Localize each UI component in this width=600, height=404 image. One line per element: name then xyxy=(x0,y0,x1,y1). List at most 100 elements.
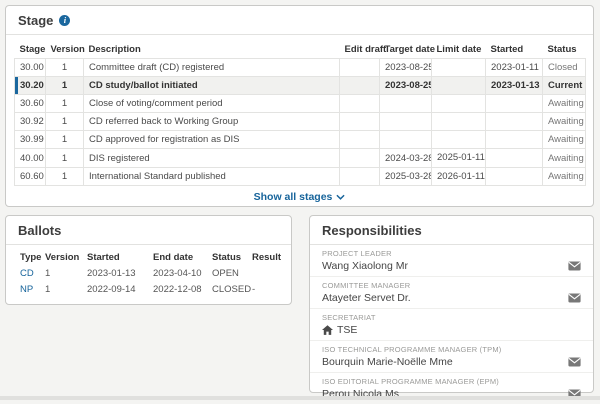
ballot-status-cell: CLOSED xyxy=(212,284,252,295)
target-date-cell: 2025-03-28 xyxy=(379,167,432,186)
responsibility-entry: SECRETARIAT TSE xyxy=(310,308,593,340)
stage-title-text: Stage xyxy=(18,13,54,28)
version-cell: 1 xyxy=(45,58,84,77)
description-cell: CD referred back to Working Group xyxy=(83,112,340,131)
version-cell: 1 xyxy=(45,167,84,186)
stage-cell: 30.20 xyxy=(14,76,46,95)
target-date-cell xyxy=(379,112,432,131)
responsibilities-title-text: Responsibilities xyxy=(322,223,422,238)
col-header-result: Result xyxy=(252,252,282,263)
stage-table-row: 30.99 1 CD approved for registration as … xyxy=(14,130,586,149)
responsibility-person-name: Bourquin Marie-Noëlle Mme xyxy=(322,356,453,368)
responsibility-person-name: Atayeter Servet Dr. xyxy=(322,292,411,304)
stage-panel-title: Stage xyxy=(6,6,593,35)
stage-cell: 40.00 xyxy=(14,148,46,168)
target-date-cell: 2024-03-28 xyxy=(379,148,432,168)
stage-table-row: 30.60 1 Close of voting/comment period A… xyxy=(14,94,586,113)
started-cell xyxy=(485,167,543,186)
ballots-header-row: Type Version Started End date Status Res… xyxy=(18,250,281,266)
col-header-stage: Stage xyxy=(19,44,46,55)
version-cell: 1 xyxy=(45,94,84,113)
edit-draft-cell xyxy=(339,58,380,77)
col-header-ballot-version: Version xyxy=(45,252,80,263)
footer-edge xyxy=(0,396,600,400)
description-cell: Committee draft (CD) registered xyxy=(83,58,340,77)
col-header-end-date: End date xyxy=(153,252,194,263)
ballot-end-date-cell: 2022-12-08 xyxy=(153,284,202,295)
stage-table-row: 60.60 1 International Standard published… xyxy=(14,167,586,186)
stage-info-icon[interactable] xyxy=(59,15,71,26)
edit-draft-cell xyxy=(339,148,380,168)
ballot-status-cell: OPEN xyxy=(212,268,239,279)
ballot-type-link[interactable]: CD xyxy=(20,268,34,279)
col-header-description: Description xyxy=(88,44,141,55)
ballot-row: NP 1 2022-09-14 2022-12-08 CLOSED - xyxy=(18,282,281,298)
limit-date-value: 2026-01-11 xyxy=(437,171,485,182)
limit-date-cell xyxy=(431,76,486,95)
started-cell xyxy=(485,112,543,131)
version-cell: 1 xyxy=(45,76,84,95)
mail-envelope-icon[interactable] xyxy=(568,261,581,271)
col-header-target-date: Target date xyxy=(384,44,436,55)
col-header-started: Started xyxy=(490,44,524,55)
mail-envelope-icon[interactable] xyxy=(568,293,581,303)
description-cell: International Standard published xyxy=(83,167,340,186)
show-all-stages-label: Show all stages xyxy=(253,191,333,203)
responsibility-entry: PROJECT LEADER Wang Xiaolong Mr xyxy=(310,245,593,276)
ballots-title-text: Ballots xyxy=(18,223,62,238)
limit-date-cell xyxy=(431,94,486,113)
responsibility-role-label: PROJECT LEADER xyxy=(322,249,392,258)
responsibility-person-name: TSE xyxy=(337,324,358,336)
col-header-edit-draft: Edit draft xyxy=(344,44,387,55)
chevron-down-icon xyxy=(336,194,345,200)
limit-date-cell: 2026-01-11 xyxy=(431,167,486,186)
stage-table: Stage Version Description Edit draft Tar… xyxy=(14,40,586,186)
stage-table-row: 30.20 1 CD study/ballot initiated 2023-0… xyxy=(14,76,586,95)
stage-cell: 60.60 xyxy=(14,167,46,186)
edit-draft-cell xyxy=(339,94,380,113)
ballot-type-link[interactable]: NP xyxy=(20,284,34,295)
status-cell: Current xyxy=(542,76,586,95)
target-date-cell xyxy=(379,130,432,149)
home-icon xyxy=(322,325,333,335)
status-cell: Awaiting xyxy=(542,148,586,168)
target-date-cell: 2023-08-25 xyxy=(379,76,432,95)
status-cell: Awaiting xyxy=(542,130,586,149)
col-header-status: Status xyxy=(547,44,577,55)
ballot-row: CD 1 2023-01-13 2023-04-10 OPEN xyxy=(18,266,281,282)
edit-draft-cell xyxy=(339,76,380,95)
limit-date-cell: 2025-01-11 xyxy=(431,148,486,168)
col-header-limit-date: Limit date xyxy=(436,44,482,55)
status-cell: Awaiting xyxy=(542,112,586,131)
version-cell: 1 xyxy=(45,148,84,168)
mail-envelope-icon[interactable] xyxy=(568,357,581,367)
limit-date-cell xyxy=(431,130,486,149)
ballots-panel: Ballots Type Version Started End date St… xyxy=(5,215,292,305)
ballot-started-cell: 2022-09-14 xyxy=(87,284,136,295)
show-all-stages-link[interactable]: Show all stages xyxy=(6,191,593,203)
responsibilities-list: PROJECT LEADER Wang Xiaolong Mr COMMITTE… xyxy=(310,245,593,404)
responsibility-role-label: ISO TECHNICAL PROGRAMME MANAGER (TPM) xyxy=(322,345,502,354)
stage-cell: 30.60 xyxy=(14,94,46,113)
stage-table-row: 30.92 1 CD referred back to Working Grou… xyxy=(14,112,586,131)
responsibility-role-label: ISO EDITORIAL PROGRAMME MANAGER (EPM) xyxy=(322,377,500,386)
stage-cell: 30.00 xyxy=(14,58,46,77)
ballot-end-date-cell: 2023-04-10 xyxy=(153,268,202,279)
ballot-version-cell: 1 xyxy=(45,284,51,295)
col-header-ballot-started: Started xyxy=(87,252,120,263)
version-cell: 1 xyxy=(45,130,84,149)
limit-date-cell xyxy=(431,112,486,131)
ballots-table: Type Version Started End date Status Res… xyxy=(18,250,281,298)
ballot-result-cell xyxy=(250,266,281,282)
started-cell xyxy=(485,94,543,113)
started-cell xyxy=(485,148,543,168)
stage-cell: 30.99 xyxy=(14,130,46,149)
started-cell xyxy=(485,130,543,149)
responsibility-role-label: SECRETARIAT xyxy=(322,313,376,322)
stage-table-row: 30.00 1 Committee draft (CD) registered … xyxy=(14,58,586,77)
edit-draft-cell xyxy=(339,130,380,149)
responsibility-role-label: COMMITTEE MANAGER xyxy=(322,281,411,290)
status-cell: Awaiting xyxy=(542,94,586,113)
ballot-started-cell: 2023-01-13 xyxy=(87,268,136,279)
description-cell: CD study/ballot initiated xyxy=(83,76,340,95)
